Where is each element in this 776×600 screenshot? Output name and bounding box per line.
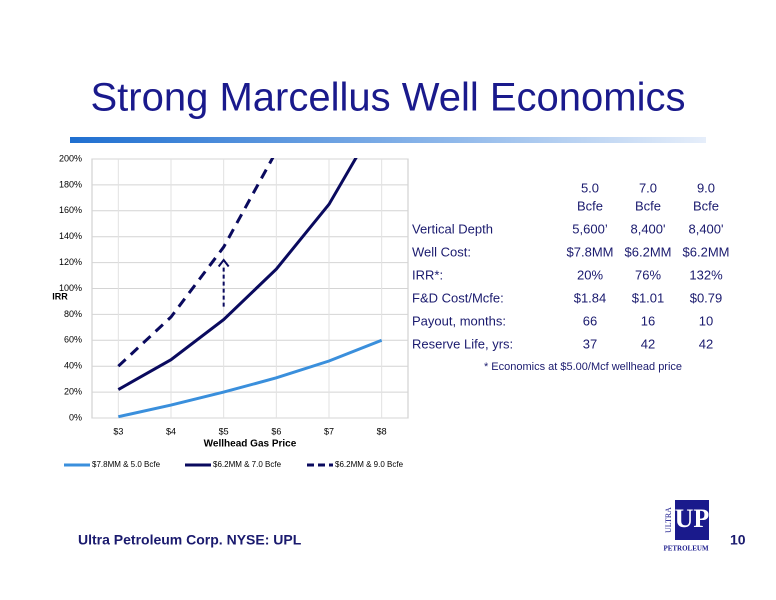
y-tick-label: 200% xyxy=(59,153,82,163)
y-tick-label: 20% xyxy=(64,386,82,396)
table-cell: 8,400' xyxy=(630,221,665,236)
logo-box xyxy=(675,500,709,540)
title-rule xyxy=(70,137,706,143)
table-cell: 20% xyxy=(577,267,603,282)
legend-label: $6.2MM & 9.0 Bcfe xyxy=(335,460,404,469)
footer-company: Ultra Petroleum Corp. NYSE: UPL xyxy=(78,532,302,548)
table-cell: $6.2MM xyxy=(683,244,730,259)
y-tick-label: 0% xyxy=(69,412,82,422)
legend-label: $7.8MM & 5.0 Bcfe xyxy=(92,460,161,469)
column-header: 5.0 xyxy=(581,180,599,195)
table-cell: 76% xyxy=(635,267,661,282)
table-cell: 42 xyxy=(699,336,713,351)
row-label: Payout, months: xyxy=(412,313,506,328)
y-tick-label: 180% xyxy=(59,179,82,189)
row-label: Well Cost: xyxy=(412,244,471,259)
table-cell: $0.79 xyxy=(690,290,723,305)
y-tick-label: 80% xyxy=(64,309,82,319)
table-footnote: * Economics at $5.00/Mcf wellhead price xyxy=(484,361,682,373)
table-cell: 16 xyxy=(641,313,655,328)
column-header: 9.0 xyxy=(697,180,715,195)
x-axis-label: Wellhead Gas Price xyxy=(204,439,297,450)
column-header: Bcfe xyxy=(635,198,661,213)
logo-top: ULTRA xyxy=(664,507,673,533)
column-header: 7.0 xyxy=(639,180,657,195)
table-cell: 8,400' xyxy=(688,221,723,236)
y-tick-label: 60% xyxy=(64,335,82,345)
legend-label: $6.2MM & 7.0 Bcfe xyxy=(213,460,282,469)
x-tick-label: $4 xyxy=(166,426,176,436)
x-tick-label: $5 xyxy=(219,426,229,436)
page-number: 10 xyxy=(730,532,746,548)
x-tick-label: $8 xyxy=(377,426,387,436)
row-label: F&D Cost/Mcfe: xyxy=(412,290,504,305)
table-cell: 10 xyxy=(699,313,713,328)
x-tick-label: $7 xyxy=(324,426,334,436)
annotation-arrowhead xyxy=(217,258,230,268)
logo: ULTRA UP PETROLEUM xyxy=(663,500,709,553)
y-tick-label: 160% xyxy=(59,205,82,215)
logo-bottom: PETROLEUM xyxy=(663,545,709,553)
table-cell: 42 xyxy=(641,336,655,351)
y-tick-label: 100% xyxy=(59,283,82,293)
row-label: Reserve Life, yrs: xyxy=(412,336,513,351)
logo-mark: UP xyxy=(675,504,710,533)
row-label: Vertical Depth xyxy=(412,221,493,236)
table-cell: $7.8MM xyxy=(567,244,614,259)
column-header: Bcfe xyxy=(577,198,603,213)
row-label: IRR*: xyxy=(412,267,443,282)
y-tick-label: 40% xyxy=(64,361,82,371)
y-tick-label: 140% xyxy=(59,231,82,241)
series-line xyxy=(117,158,358,391)
table-cell: 37 xyxy=(583,336,597,351)
table-cell: 5,600’ xyxy=(572,221,608,236)
table-cell: 66 xyxy=(583,313,597,328)
table-cell: $6.2MM xyxy=(625,244,672,259)
column-header: Bcfe xyxy=(693,198,719,213)
series-line xyxy=(118,338,383,419)
x-tick-label: $6 xyxy=(271,426,281,436)
x-tick-label: $3 xyxy=(113,426,123,436)
table-cell: $1.84 xyxy=(574,290,607,305)
y-tick-label: 120% xyxy=(59,257,82,267)
y-axis-label: IRR xyxy=(52,291,68,301)
slide-title: Strong Marcellus Well Economics xyxy=(90,76,685,120)
table-cell: $1.01 xyxy=(632,290,665,305)
table-cell: 132% xyxy=(689,267,723,282)
series-line xyxy=(117,158,275,368)
